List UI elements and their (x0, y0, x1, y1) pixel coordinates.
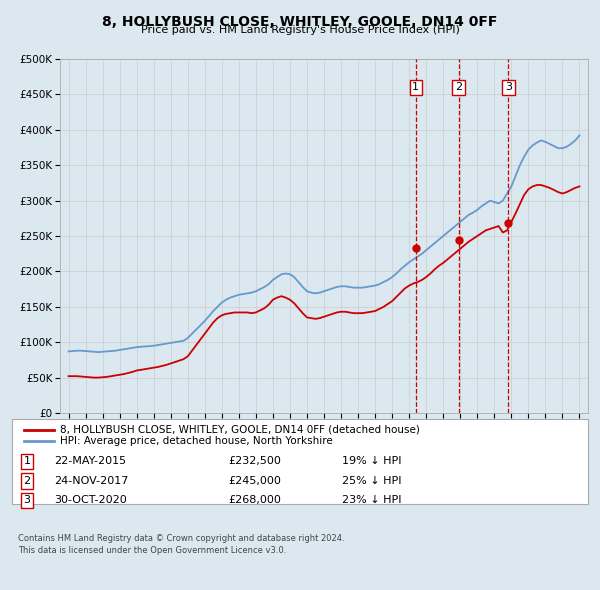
Text: 2: 2 (23, 476, 31, 486)
Text: £268,000: £268,000 (228, 496, 281, 505)
Text: 2: 2 (455, 83, 462, 92)
Text: 24-NOV-2017: 24-NOV-2017 (54, 476, 128, 486)
Text: 25% ↓ HPI: 25% ↓ HPI (342, 476, 401, 486)
Text: 8, HOLLYBUSH CLOSE, WHITLEY, GOOLE, DN14 0FF (detached house): 8, HOLLYBUSH CLOSE, WHITLEY, GOOLE, DN14… (60, 425, 420, 434)
Text: Contains HM Land Registry data © Crown copyright and database right 2024.: Contains HM Land Registry data © Crown c… (18, 534, 344, 543)
Text: £232,500: £232,500 (228, 457, 281, 466)
Text: Price paid vs. HM Land Registry's House Price Index (HPI): Price paid vs. HM Land Registry's House … (140, 25, 460, 35)
Text: 23% ↓ HPI: 23% ↓ HPI (342, 496, 401, 505)
Text: 3: 3 (505, 83, 512, 92)
Text: £245,000: £245,000 (228, 476, 281, 486)
Text: 1: 1 (23, 457, 31, 466)
Text: 30-OCT-2020: 30-OCT-2020 (54, 496, 127, 505)
Text: HPI: Average price, detached house, North Yorkshire: HPI: Average price, detached house, Nort… (60, 437, 333, 446)
Text: This data is licensed under the Open Government Licence v3.0.: This data is licensed under the Open Gov… (18, 546, 286, 555)
Text: 1: 1 (412, 83, 419, 92)
Text: 22-MAY-2015: 22-MAY-2015 (54, 457, 126, 466)
Text: 3: 3 (23, 496, 31, 505)
Text: 19% ↓ HPI: 19% ↓ HPI (342, 457, 401, 466)
Text: 8, HOLLYBUSH CLOSE, WHITLEY, GOOLE, DN14 0FF: 8, HOLLYBUSH CLOSE, WHITLEY, GOOLE, DN14… (103, 15, 497, 29)
